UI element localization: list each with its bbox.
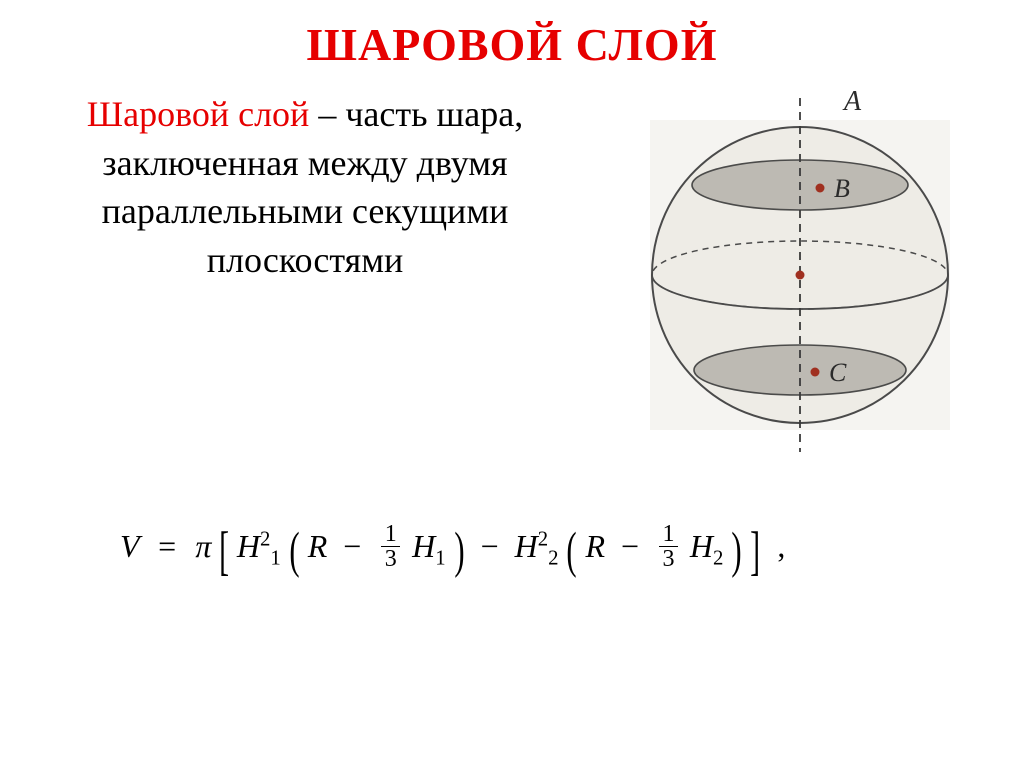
slide-title: ШАРОВОЙ СЛОЙ bbox=[0, 18, 1024, 71]
sym-rparen1: ) bbox=[454, 521, 464, 580]
frac1-den: 3 bbox=[381, 547, 400, 571]
sym-h1: H bbox=[237, 528, 260, 564]
sym-lparen1: ( bbox=[289, 521, 299, 580]
sup-2b: 2 bbox=[538, 528, 548, 551]
point-b-dot bbox=[816, 184, 825, 193]
frac2-num: 1 bbox=[659, 522, 678, 547]
sub-1a: 1 bbox=[270, 546, 280, 569]
definition-term: Шаровой слой bbox=[87, 94, 310, 134]
sym-h2b: H bbox=[690, 528, 713, 564]
sub-1b: 1 bbox=[435, 546, 445, 569]
volume-formula: V = π [ H21 ( R − 1 3 H1 ) − H22 ( R − 1… bbox=[120, 520, 900, 582]
frac-2: 1 3 bbox=[659, 522, 678, 571]
frac1-num: 1 bbox=[381, 522, 400, 547]
sym-minus-mid: − bbox=[481, 528, 499, 564]
sub-2a: 2 bbox=[548, 546, 558, 569]
sphere-svg: A B C bbox=[590, 70, 990, 470]
sym-rbrack: ] bbox=[750, 520, 760, 582]
sym-h2: H bbox=[515, 528, 538, 564]
sym-h1b: H bbox=[412, 528, 435, 564]
frac2-den: 3 bbox=[659, 547, 678, 571]
frac-1: 1 3 bbox=[381, 522, 400, 571]
center-dot bbox=[796, 271, 805, 280]
label-a: A bbox=[842, 86, 862, 117]
sym-pi: π bbox=[195, 528, 211, 564]
slide: ШАРОВОЙ СЛОЙ Шаровой слой – часть шара, … bbox=[0, 0, 1024, 767]
sym-lparen2: ( bbox=[567, 521, 577, 580]
sub-2b: 2 bbox=[713, 546, 723, 569]
sym-r2: R bbox=[585, 528, 605, 564]
label-b: B bbox=[834, 174, 850, 203]
point-c-dot bbox=[811, 368, 820, 377]
sym-comma: , bbox=[777, 528, 785, 564]
sym-lbrack: [ bbox=[219, 520, 229, 582]
sym-v: V bbox=[120, 528, 139, 564]
sym-rparen2: ) bbox=[732, 521, 742, 580]
label-c: C bbox=[829, 358, 847, 387]
sym-minus1: − bbox=[343, 528, 361, 564]
sym-minus2: − bbox=[621, 528, 639, 564]
sym-r1: R bbox=[308, 528, 328, 564]
sym-eq: = bbox=[158, 528, 176, 564]
sphere-figure: A B C bbox=[590, 70, 990, 470]
definition-text: Шаровой слой – часть шара, заключенная м… bbox=[40, 90, 570, 284]
sup-2a: 2 bbox=[260, 528, 270, 551]
